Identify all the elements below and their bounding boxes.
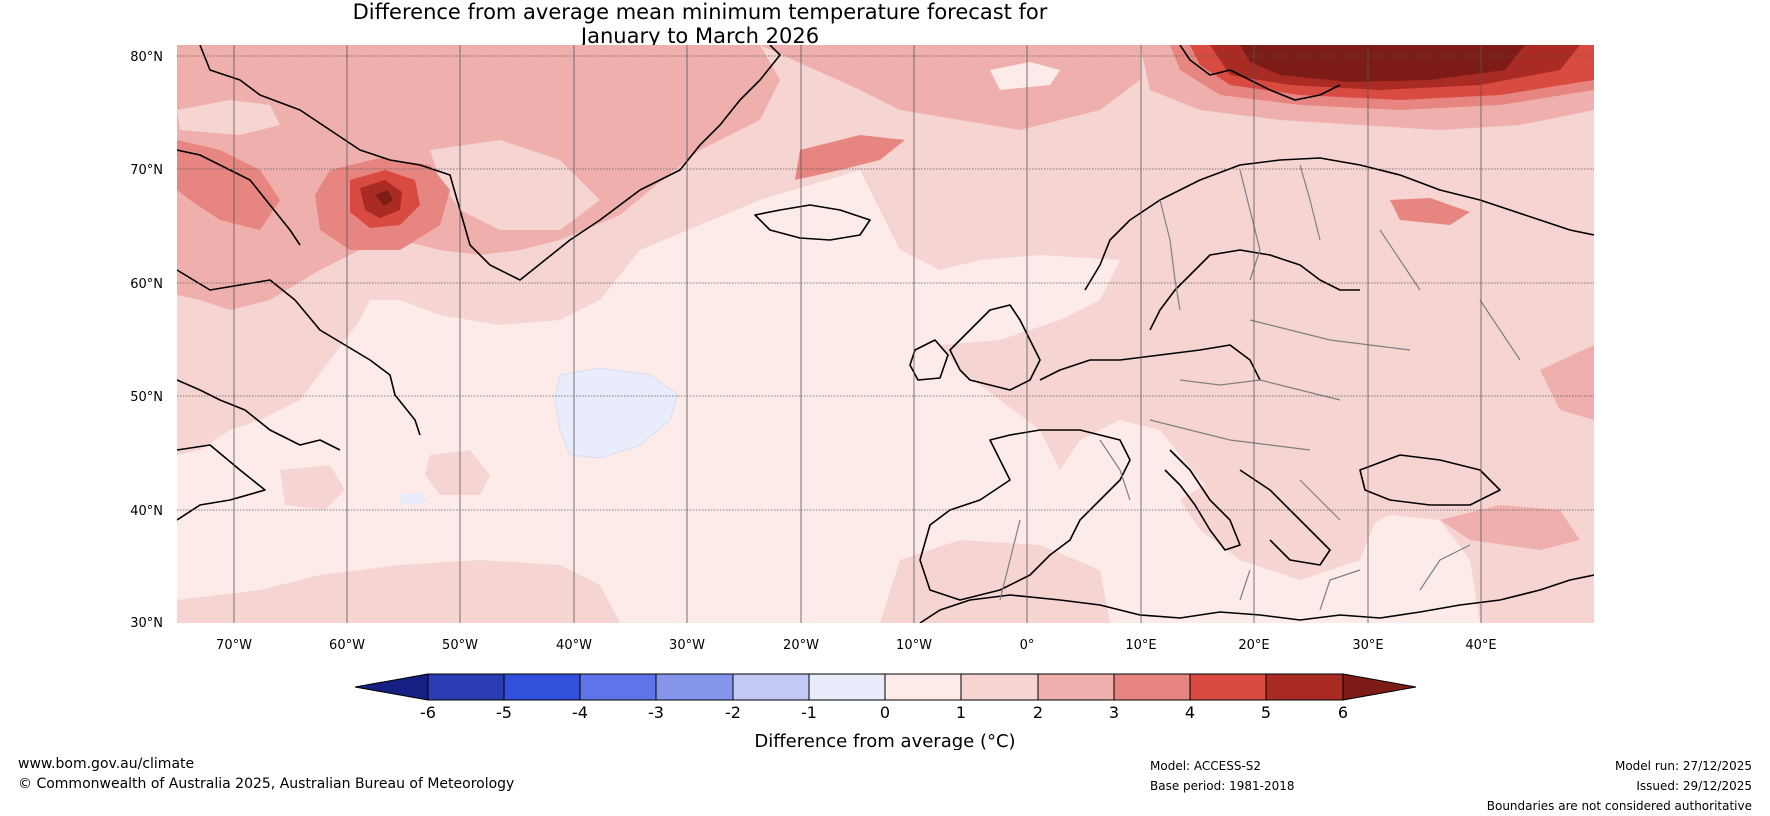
balkans-coast	[1239, 469, 1331, 566]
lat-label: 30°N	[130, 616, 163, 631]
hudson-coast	[177, 379, 341, 451]
lat-label: 60°N	[130, 277, 163, 292]
anomaly-band-1-2-patch4	[280, 465, 345, 510]
colorbar-tick: 4	[1185, 703, 1195, 722]
anomaly-band-1-2-south	[177, 560, 620, 623]
anomaly-band-3-4-white-sea	[1390, 198, 1470, 225]
country-borders	[999, 164, 1521, 611]
colorbar-tick: -6	[420, 703, 436, 722]
colorbar-segment	[1266, 674, 1343, 700]
lon-label: 10°E	[1125, 638, 1156, 653]
lon-label: 70°W	[216, 638, 252, 653]
colorbar-tick: -3	[648, 703, 664, 722]
labrador-coast	[177, 269, 421, 436]
model-name: Model: ACCESS-S2	[1150, 759, 1262, 773]
lon-label: 40°W	[556, 638, 592, 653]
anomaly-negative-patch	[554, 367, 679, 459]
anomaly-band-gt6-labrador	[375, 190, 393, 206]
africa-coast	[919, 574, 1594, 623]
colorbar-tick: 2	[1033, 703, 1043, 722]
anomaly-light-patch-greenland-2	[430, 140, 600, 230]
colorbar-tick: 1	[956, 703, 966, 722]
colorbar-tick: 0	[880, 703, 890, 722]
colorbar-segment	[885, 674, 961, 700]
lat-label: 80°N	[130, 50, 163, 65]
colorbar-label: Difference from average (°C)	[754, 731, 1015, 750]
website-link[interactable]: www.bom.gov.au/climate	[18, 756, 195, 772]
italy-coast	[1164, 449, 1241, 551]
europe-coast	[1039, 344, 1261, 381]
anomaly-band-2-3-se	[1540, 345, 1594, 420]
longitude-labels: 70°W 60°W 50°W 40°W 30°W 20°W 10°W 0° 10…	[216, 638, 1497, 653]
base-period: Base period: 1981-2018	[1150, 779, 1295, 793]
colorbar-segment	[1038, 674, 1114, 700]
colorbar-segment	[1190, 674, 1266, 700]
iceland-coast	[754, 204, 871, 241]
meridians	[233, 45, 1482, 623]
colorbar-segment	[580, 674, 656, 700]
lon-label: 30°W	[669, 638, 705, 653]
colorbar-segment	[809, 674, 885, 700]
anomaly-band-1-2-patch3	[425, 450, 490, 495]
title-line-1: Difference from average mean minimum tem…	[352, 0, 1048, 24]
lon-label: 60°W	[329, 638, 365, 653]
anomaly-light-patch-north	[990, 62, 1060, 90]
footer-left: www.bom.gov.au/climate © Commonwealth of…	[18, 754, 514, 794]
black-sea-coast	[1359, 454, 1501, 506]
colorbar-segment	[504, 674, 580, 700]
greenland-coast	[199, 45, 781, 281]
footer-model-info: Model: ACCESS-S2 Base period: 1981-2018	[1150, 756, 1295, 796]
anomaly-band-3-4-west	[177, 140, 280, 230]
britain-coast	[949, 304, 1041, 391]
svalbard-coast	[1179, 45, 1341, 101]
ireland-coast	[909, 339, 949, 381]
colorbar-extend-high	[1342, 673, 1417, 701]
lat-label: 50°N	[130, 390, 163, 405]
title-line-2: January to March 2026	[580, 24, 820, 48]
colorbar-segment	[961, 674, 1038, 700]
colorbar: -6 -5 -4 -3 -2 -1 0 1 2 3 4 5 6 Differen…	[354, 673, 1417, 750]
lon-label: 20°E	[1238, 638, 1269, 653]
colorbar-tick: -5	[496, 703, 512, 722]
boundaries-disclaimer: Boundaries are not considered authoritat…	[1486, 799, 1752, 813]
graticule	[177, 55, 1594, 511]
anomaly-band-gt6-barents	[1240, 45, 1525, 82]
anomaly-negative-patch-small	[400, 492, 428, 505]
lat-label: 40°N	[130, 504, 163, 519]
lon-label: 0°	[1020, 638, 1035, 653]
norway-coast	[1084, 157, 1594, 291]
map-title: Difference from average mean minimum tem…	[0, 0, 1400, 48]
colorbar-extend-low	[354, 673, 429, 701]
colorbar-tick: 5	[1261, 703, 1271, 722]
map-area	[177, 45, 1594, 623]
colorbar-tick: 6	[1338, 703, 1348, 722]
colorbar-tick: 3	[1109, 703, 1119, 722]
anomaly-band-2-3-mideast	[1440, 505, 1580, 550]
copyright-text: © Commonwealth of Australia 2025, Austra…	[18, 776, 515, 792]
lon-label: 30°E	[1352, 638, 1383, 653]
model-run-date: Model run: 27/12/2025	[1614, 759, 1752, 773]
lon-label: 10°W	[896, 638, 932, 653]
nova-scotia-coast	[177, 444, 266, 521]
lon-label: 50°W	[442, 638, 478, 653]
lon-label: 40°E	[1465, 638, 1496, 653]
latitude-labels: 80°N 70°N 60°N 50°N 40°N 30°N	[130, 50, 163, 631]
colorbar-tick: -4	[572, 703, 588, 722]
forecast-map: 80°N 70°N 60°N 50°N 40°N 30°N 70°W 60°W …	[130, 45, 1594, 750]
baffin-coast	[177, 149, 301, 246]
colorbar-tick: -2	[725, 703, 741, 722]
colorbar-segment	[656, 674, 733, 700]
colorbar-tick: -1	[801, 703, 817, 722]
colorbar-segment	[733, 674, 809, 700]
anomaly-light-patch-greenland	[177, 100, 280, 135]
anomaly-band-1-2-patch2	[880, 540, 1110, 623]
issued-date: Issued: 29/12/2025	[1636, 779, 1752, 793]
lat-label: 70°N	[130, 163, 163, 178]
footer-dates: Model run: 27/12/2025 Issued: 29/12/2025…	[1487, 756, 1752, 816]
iberia-coast	[919, 429, 1131, 601]
colorbar-segment	[1114, 674, 1190, 700]
colorbar-segment	[428, 674, 504, 700]
lon-label: 20°W	[783, 638, 819, 653]
